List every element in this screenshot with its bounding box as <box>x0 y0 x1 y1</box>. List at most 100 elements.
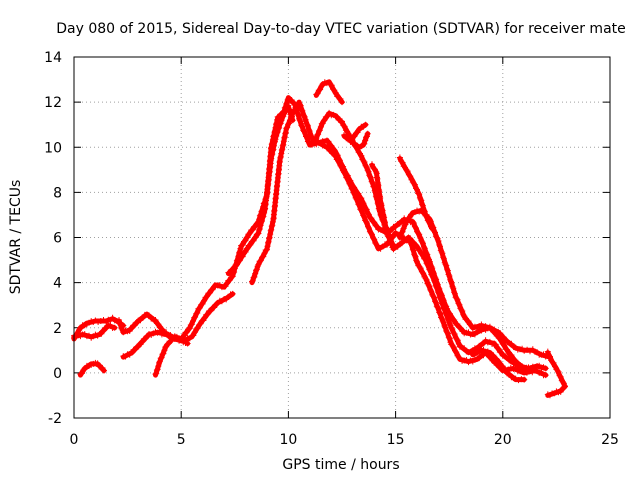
data-point <box>400 163 407 170</box>
data-point <box>397 232 404 239</box>
data-point <box>239 253 246 260</box>
data-point <box>183 329 190 335</box>
data-point <box>341 132 348 138</box>
y-tick-label: 8 <box>53 185 62 201</box>
data-point <box>250 237 257 244</box>
data-point <box>421 255 428 262</box>
data-series <box>71 79 568 399</box>
series-arc-16 <box>469 346 528 384</box>
data-point <box>444 267 451 274</box>
data-point <box>435 290 442 297</box>
data-point <box>155 321 162 328</box>
data-point <box>360 212 367 219</box>
data-point <box>444 316 451 323</box>
data-point <box>324 113 331 120</box>
data-point <box>253 266 260 273</box>
data-point <box>316 128 322 134</box>
data-point <box>153 320 160 327</box>
data-point <box>453 295 460 302</box>
data-point <box>410 239 417 246</box>
data-point <box>358 195 365 202</box>
data-point <box>550 359 557 366</box>
data-point <box>196 322 203 328</box>
data-point <box>301 113 308 120</box>
data-point <box>305 122 311 129</box>
data-point <box>446 321 453 328</box>
data-point <box>406 214 413 221</box>
data-point <box>361 213 368 220</box>
data-point <box>158 354 165 361</box>
data-point <box>360 200 367 207</box>
data-point <box>270 142 277 149</box>
data-point <box>307 131 314 138</box>
data-point <box>365 168 372 175</box>
data-point <box>432 279 438 286</box>
data-point <box>446 335 453 342</box>
data-point <box>204 311 211 318</box>
data-point <box>242 249 249 255</box>
data-point <box>502 346 509 353</box>
data-point <box>400 225 407 232</box>
data-point <box>410 180 417 187</box>
data-point <box>363 133 370 140</box>
data-point <box>343 171 350 178</box>
data-point <box>316 127 323 134</box>
data-point <box>549 358 556 365</box>
data-point <box>339 162 345 169</box>
data-point <box>499 363 506 370</box>
data-point <box>419 202 426 209</box>
data-point <box>509 355 516 362</box>
data-point <box>508 352 515 358</box>
data-point <box>465 318 472 325</box>
data-point <box>461 345 468 352</box>
data-point <box>340 122 347 129</box>
data-point <box>425 281 432 288</box>
data-point <box>333 151 340 157</box>
data-point <box>504 346 511 353</box>
data-point <box>288 97 295 103</box>
data-point <box>152 371 159 378</box>
grid-lines <box>74 57 610 418</box>
data-point <box>345 135 352 142</box>
data-point <box>245 231 252 238</box>
data-point <box>429 272 436 279</box>
data-point <box>244 245 251 252</box>
data-point <box>494 344 501 351</box>
data-point <box>283 125 290 132</box>
data-point <box>247 241 254 248</box>
data-point <box>424 261 431 268</box>
data-point <box>372 222 379 229</box>
data-point <box>388 240 395 247</box>
data-point <box>492 329 499 336</box>
data-point <box>559 378 566 385</box>
data-point <box>363 206 370 213</box>
data-point <box>456 301 463 308</box>
data-point <box>459 308 466 314</box>
data-point <box>288 113 295 120</box>
data-point <box>501 342 508 349</box>
data-point <box>154 366 161 373</box>
data-point <box>365 211 372 218</box>
data-point <box>451 290 458 297</box>
data-point <box>364 220 370 226</box>
series-arc-9 <box>313 79 345 106</box>
data-point <box>430 274 437 281</box>
data-point <box>448 324 455 331</box>
data-point <box>437 295 444 302</box>
data-point <box>498 349 505 356</box>
series-arc-17 <box>544 348 568 390</box>
data-point <box>257 257 264 264</box>
data-point <box>298 122 305 129</box>
data-point <box>229 290 236 297</box>
data-point <box>419 252 426 259</box>
data-point <box>326 141 333 148</box>
data-point <box>413 257 420 264</box>
data-point <box>222 283 229 290</box>
data-point <box>242 237 249 244</box>
data-point <box>439 301 446 308</box>
data-point <box>260 253 267 260</box>
data-point <box>111 324 118 331</box>
data-point <box>188 321 195 328</box>
data-point <box>301 128 308 135</box>
data-point <box>374 242 381 249</box>
